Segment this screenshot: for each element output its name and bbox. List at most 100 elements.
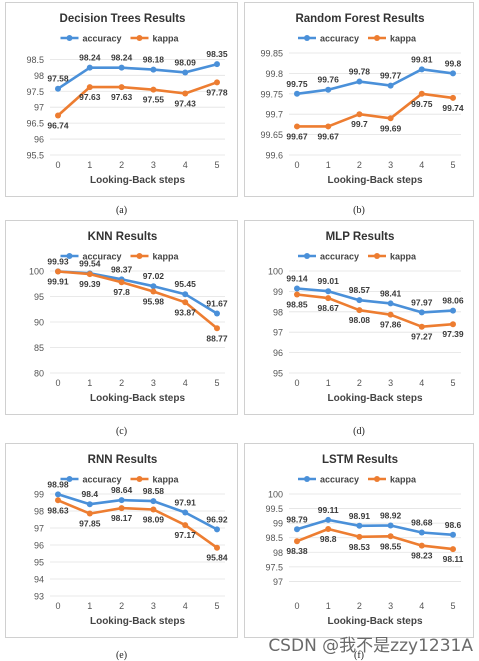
- data-label-kappa: 96.74: [47, 120, 69, 130]
- data-point-kappa: [86, 271, 93, 278]
- data-label-accuracy: 99.54: [79, 258, 101, 268]
- data-label-accuracy: 98.57: [349, 285, 371, 295]
- data-label-kappa: 95.98: [143, 297, 165, 307]
- x-tick-label: 4: [183, 601, 188, 611]
- series-line-kappa: [297, 92, 454, 128]
- data-label-accuracy: 99.11: [318, 505, 339, 515]
- series-line-kappa: [57, 81, 218, 117]
- y-tick-label: 98.5: [265, 533, 283, 543]
- chart-caption: (e): [115, 650, 128, 661]
- data-point-accuracy: [450, 531, 456, 538]
- data-point-kappa: [150, 86, 157, 93]
- watermark: CSDN @我不是zzy1231A: [268, 636, 473, 656]
- legend-marker: [136, 35, 143, 41]
- data-label-accuracy: 98.24: [111, 53, 133, 63]
- legend-item-accuracy: accuracy: [60, 34, 122, 44]
- x-tick-label: 1: [326, 378, 331, 388]
- data-label-accuracy: 98.79: [286, 514, 308, 524]
- data-label-accuracy: 97.91: [175, 498, 197, 508]
- chart-panel-4: MLP Results accuracy kappa 95 96 97 98 99 100 0 1 2…: [244, 220, 474, 415]
- data-point-accuracy: [214, 526, 220, 533]
- y-tick-label: 96.5: [26, 119, 44, 129]
- data-label-accuracy: 97.97: [411, 297, 433, 307]
- data-label-accuracy: 98.68: [411, 517, 433, 527]
- data-point-kappa: [418, 90, 425, 97]
- x-tick-label: 0: [294, 601, 299, 611]
- x-tick-label: 3: [151, 378, 156, 388]
- chart-caption: (c): [115, 426, 128, 437]
- chart-panel-2: Random Forest Results accuracy kappa 99.6 99…: [244, 2, 474, 197]
- data-point-accuracy: [118, 64, 125, 71]
- data-label-kappa: 99.67: [318, 131, 340, 141]
- y-tick-label: 99.7: [265, 110, 283, 120]
- data-point-kappa: [118, 279, 125, 286]
- data-label-kappa: 95.84: [206, 553, 228, 563]
- data-point-kappa: [182, 90, 189, 97]
- legend-marker: [304, 35, 310, 41]
- data-label-kappa: 98.08: [349, 315, 371, 325]
- legend-label: kappa: [153, 475, 180, 485]
- data-point-kappa: [118, 505, 125, 512]
- data-point-accuracy: [387, 300, 394, 307]
- y-tick-label: 99.75: [260, 89, 283, 99]
- data-label-accuracy: 98.06: [442, 296, 464, 306]
- y-tick-label: 97: [273, 577, 283, 587]
- x-tick-label: 4: [419, 160, 424, 170]
- data-label-accuracy: 99.75: [286, 79, 308, 89]
- y-tick-label: 99.8: [265, 69, 283, 79]
- y-tick-label: 96: [34, 135, 44, 145]
- data-point-kappa: [325, 295, 332, 302]
- legend-label: accuracy: [320, 475, 359, 485]
- data-point-accuracy: [418, 529, 425, 536]
- y-tick-label: 100: [268, 267, 283, 277]
- y-tick-label: 96: [34, 541, 44, 551]
- data-point-accuracy: [55, 85, 61, 92]
- data-point-accuracy: [325, 288, 332, 295]
- x-axis-label: Looking-Back steps: [90, 393, 185, 404]
- data-label-accuracy: 98.18: [143, 55, 165, 65]
- data-label-accuracy: 98.92: [380, 510, 402, 520]
- data-point-kappa: [325, 123, 332, 130]
- x-tick-label: 0: [294, 378, 299, 388]
- data-label-kappa: 97.17: [175, 530, 197, 540]
- data-point-kappa: [150, 288, 157, 295]
- legend-item-kappa: kappa: [368, 34, 417, 44]
- data-label-accuracy: 99.77: [380, 71, 402, 81]
- chart-panel-5: RNN Results accuracy kappa 93 94 95 96 97 98 99 0 1…: [5, 443, 238, 638]
- chart-title: Decision Trees Results: [60, 13, 186, 25]
- data-label-kappa: 98.55: [380, 541, 402, 551]
- y-tick-label: 95: [273, 369, 283, 379]
- x-tick-label: 4: [183, 378, 188, 388]
- y-tick-label: 100: [29, 267, 44, 277]
- y-tick-label: 80: [34, 369, 44, 379]
- y-tick-label: 99: [273, 287, 283, 297]
- y-tick-label: 94: [34, 575, 44, 585]
- series-line-kappa: [57, 499, 218, 549]
- legend-item-kappa: kappa: [130, 34, 180, 44]
- x-tick-label: 1: [87, 160, 92, 170]
- y-tick-label: 95.5: [26, 151, 44, 161]
- data-point-accuracy: [294, 285, 300, 292]
- legend-marker: [136, 253, 143, 259]
- data-point-kappa: [387, 311, 394, 318]
- data-point-accuracy: [325, 86, 332, 93]
- data-point-accuracy: [214, 310, 220, 317]
- data-label-kappa: 98.63: [47, 505, 69, 515]
- x-tick-label: 2: [119, 378, 124, 388]
- data-point-accuracy: [387, 522, 394, 529]
- data-label-kappa: 97.55: [143, 95, 165, 105]
- legend-item-accuracy: accuracy: [298, 475, 359, 485]
- x-tick-label: 3: [388, 601, 393, 611]
- y-tick-label: 98: [34, 507, 44, 517]
- y-tick-label: 99.65: [260, 130, 283, 140]
- data-label-accuracy: 99.81: [411, 54, 433, 64]
- x-tick-label: 3: [151, 160, 156, 170]
- x-tick-label: 2: [357, 378, 362, 388]
- series-line-kappa: [296, 293, 454, 328]
- legend-item-accuracy: accuracy: [60, 475, 122, 485]
- series-line-kappa: [57, 270, 218, 330]
- legend-item-kappa: kappa: [368, 252, 417, 262]
- x-tick-label: 5: [450, 378, 455, 388]
- data-label-accuracy: 98.24: [79, 53, 101, 63]
